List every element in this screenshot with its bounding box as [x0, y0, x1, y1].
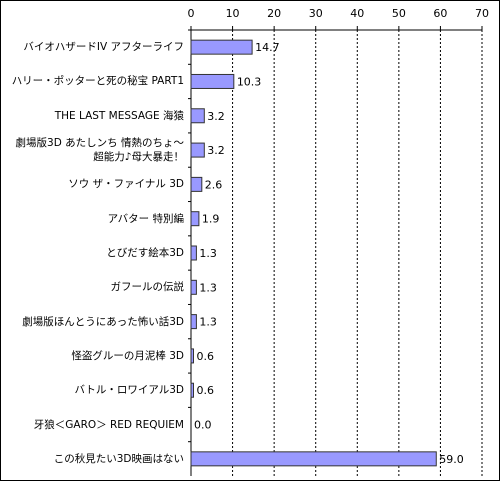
y-tick-label: 劇場版3D あたしンち 情熱のちょ～ 超能力♪母大暴走！	[15, 137, 184, 164]
bar	[190, 73, 235, 89]
y-tick-label: バイオハザードIV アフターライフ	[23, 41, 184, 54]
data-label: 10.3	[237, 75, 262, 88]
x-tick-label: 10	[226, 7, 240, 20]
y-tick-label: 怪盗グルーの月泥棒 3D	[71, 349, 184, 362]
y-tick-label: ガフールの伝説	[110, 281, 185, 294]
x-tick-label: 20	[267, 7, 281, 20]
bar	[190, 279, 197, 295]
bar	[190, 382, 194, 398]
y-tick-label: とびだす絵本3D	[106, 247, 184, 259]
x-tick-label: 70	[475, 7, 489, 20]
data-label: 1.3	[199, 316, 217, 329]
bar	[190, 39, 253, 55]
data-label: 2.6	[205, 178, 223, 191]
y-tick-label: バトル・ロワイアル3D	[74, 384, 184, 397]
data-label: 1.9	[202, 213, 220, 226]
bar	[190, 451, 437, 467]
data-label: 0.6	[196, 350, 214, 363]
y-tick-label: 劇場版ほんとうにあった怖い話3D	[22, 315, 184, 328]
y-tick-label: ハリー・ポッターと死の秘宝 PART1	[11, 75, 184, 88]
data-label: 0.0	[194, 419, 212, 432]
x-tick-label: 60	[433, 7, 447, 20]
x-tick-label: 40	[350, 7, 364, 20]
bar	[190, 348, 194, 364]
y-tick-label: ソウ ザ・ファイナル 3D	[68, 178, 184, 191]
y-tick-label: 牙狼＜GARO＞ RED REQUIEM	[33, 418, 184, 431]
bar	[190, 176, 203, 192]
data-label: 59.0	[439, 453, 464, 466]
data-label: 14.7	[255, 41, 279, 54]
data-label: 1.3	[199, 247, 217, 260]
x-tick-label: 30	[309, 7, 323, 20]
y-tick-label: THE LAST MESSAGE 海猿	[54, 109, 184, 122]
bar	[190, 108, 205, 124]
x-tick-label: 50	[392, 7, 406, 20]
data-label: 0.6	[196, 384, 214, 397]
bar	[190, 211, 200, 227]
bar	[190, 142, 205, 158]
bar	[190, 245, 197, 261]
x-tick-label: 0	[188, 7, 195, 20]
data-label: 1.3	[199, 281, 217, 294]
y-tick-label: アバター 特別編	[107, 212, 184, 225]
bar	[190, 314, 197, 330]
data-label: 3.2	[207, 144, 225, 157]
data-label: 3.2	[207, 110, 225, 123]
y-tick-label: この秋見たい3D映画はない	[53, 452, 184, 465]
